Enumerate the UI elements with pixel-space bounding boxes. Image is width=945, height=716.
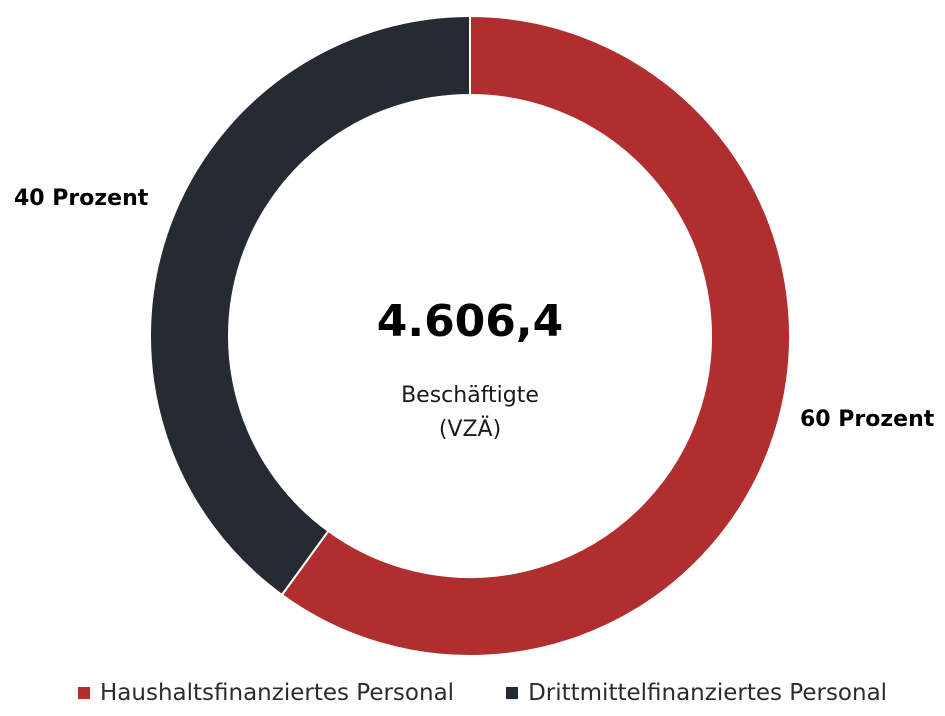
total-value: 4.606,4 [377,296,564,347]
slice-label-drittmittel: 40 Prozent [14,186,149,211]
legend-label-haushalt: Haushaltsfinanziertes Personal [100,680,455,706]
legend-label-drittmittel: Drittmittelfinanziertes Personal [528,680,888,706]
donut-slices [149,14,791,657]
slice-drittmittel [149,14,471,597]
legend: Haushaltsfinanziertes Personal Drittmitt… [78,676,887,710]
legend-item-drittmittel: Drittmittelfinanziertes Personal [506,680,887,706]
total-caption-line1: Beschäftigte [401,383,539,408]
slice-haushalt [280,14,791,657]
total-caption-line2: (VZÄ) [439,416,501,442]
legend-swatch-drittmittel [506,687,519,699]
legend-swatch-haushalt [78,687,90,699]
slice-label-haushalt: 60 Prozent [800,407,935,432]
legend-item-haushalt: Haushaltsfinanziertes Personal [78,680,454,706]
